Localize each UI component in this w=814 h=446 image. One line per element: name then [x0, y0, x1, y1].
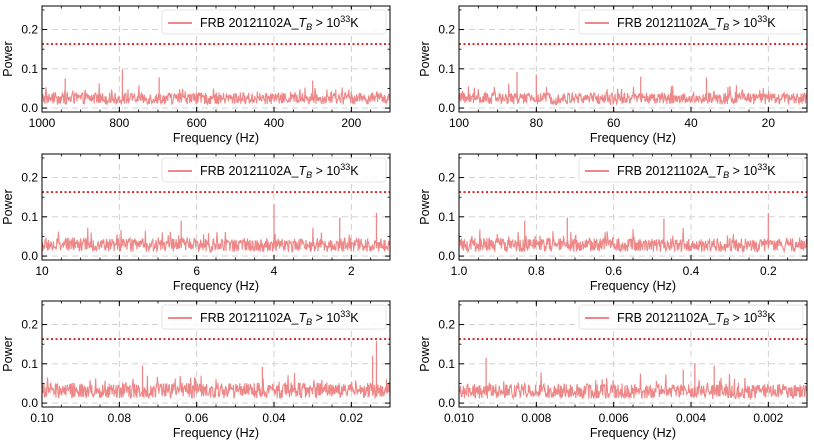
y-axis-label: Power: [1, 41, 15, 76]
power-series: [459, 372, 807, 401]
x-tick-label: 4: [271, 264, 278, 278]
y-tick-label: 0.2: [438, 171, 455, 185]
legend-box: [578, 304, 804, 330]
x-tick-label: 0.04: [262, 411, 286, 425]
x-tick-label: 2: [348, 264, 355, 278]
legend-box: [161, 157, 387, 183]
legend-label: FRB 20121102A_TB > 1033K: [200, 309, 359, 327]
legend: FRB 20121102A_TB > 1033K: [161, 304, 387, 330]
legend-label: FRB 20121102A_TB > 1033K: [200, 162, 359, 180]
x-tick-label: 80: [530, 116, 544, 130]
power-series: [42, 227, 390, 254]
panel-4: 1.0 0.8 0.6 0.4 0.2 0.0 0.1 0.2 Frequency (Hz) Po…: [418, 153, 808, 293]
x-tick-label: 1000: [29, 116, 56, 130]
x-tick-label: 0.6: [605, 264, 622, 278]
x-tick-label: 60: [607, 116, 621, 130]
legend-label: FRB 20121102A_TB > 1033K: [617, 162, 776, 180]
y-tick-label: 0.2: [438, 318, 455, 332]
panel-2: 100 80 60 40 20 0.0 0.1 0.2 Frequency (Hz) Power F…: [418, 5, 808, 145]
panel-5: 0.10 0.08 0.06 0.04 0.02 0.0 0.1 0.2 Frequency (…: [1, 300, 391, 440]
x-tick-label: 0.8: [528, 264, 545, 278]
y-axis-label: Power: [418, 41, 432, 76]
legend: FRB 20121102A_TB > 1033K: [161, 157, 387, 183]
x-tick-label: 10: [35, 264, 49, 278]
panel-6: 0.010 0.008 0.006 0.004 0.002 0.0 0.1 0.2 Freque…: [418, 300, 808, 440]
x-tick-label: 1.0: [451, 264, 468, 278]
x-tick-label: 0.008: [521, 411, 551, 425]
legend-box: [578, 157, 804, 183]
legend-label: FRB 20121102A_TB > 1033K: [617, 309, 776, 327]
panel-3: 10 8 6 4 2 0.0 0.1 0.2 Frequency (Hz) Power FRB 20…: [1, 153, 391, 293]
power-series: [459, 228, 807, 254]
x-tick-label: 0.02: [340, 411, 364, 425]
y-tick-label: 0.1: [438, 357, 455, 371]
y-tick-label: 0.0: [21, 396, 38, 410]
y-tick-label: 0.1: [21, 210, 38, 224]
x-axis-label: Frequency (Hz): [173, 131, 259, 145]
legend-label: FRB 20121102A_TB > 1033K: [200, 14, 359, 32]
x-tick-label: 0.010: [444, 411, 474, 425]
x-tick-label: 0.06: [185, 411, 209, 425]
x-axis-label: Frequency (Hz): [590, 131, 676, 145]
legend-box: [161, 304, 387, 330]
power-series: [42, 372, 390, 400]
y-tick-label: 0.2: [21, 171, 38, 185]
x-axis-label: Frequency (Hz): [590, 279, 676, 293]
x-tick-label: 400: [264, 116, 284, 130]
x-tick-label: 6: [193, 264, 200, 278]
x-tick-label: 100: [449, 116, 469, 130]
legend: FRB 20121102A_TB > 1033K: [578, 157, 804, 183]
x-tick-label: 8: [116, 264, 123, 278]
x-tick-label: 0.006: [599, 411, 629, 425]
x-axis-label: Frequency (Hz): [173, 279, 259, 293]
panel-1: 1000 800 600 400 200 0.0 0.1 0.2 Frequency (Hz) P…: [1, 5, 391, 145]
x-axis-label: Frequency (Hz): [173, 426, 259, 440]
x-tick-label: 0.08: [108, 411, 132, 425]
y-tick-label: 0.0: [438, 396, 455, 410]
legend: FRB 20121102A_TB > 1033K: [578, 304, 804, 330]
x-tick-label: 0.004: [676, 411, 706, 425]
y-tick-label: 0.2: [438, 23, 455, 37]
power-series: [459, 83, 807, 106]
x-axis-label: Frequency (Hz): [590, 426, 676, 440]
y-tick-label: 0.0: [438, 249, 455, 263]
x-tick-label: 800: [109, 116, 129, 130]
legend: FRB 20121102A_TB > 1033K: [161, 9, 387, 35]
y-axis-label: Power: [1, 189, 15, 224]
x-tick-label: 0.4: [683, 264, 700, 278]
y-tick-label: 0.1: [21, 62, 38, 76]
y-axis-label: Power: [1, 336, 15, 371]
legend: FRB 20121102A_TB > 1033K: [578, 9, 804, 35]
x-tick-label: 600: [187, 116, 207, 130]
y-tick-label: 0.0: [438, 101, 455, 115]
y-tick-label: 0.2: [21, 23, 38, 37]
x-tick-label: 0.2: [760, 264, 777, 278]
legend-label: FRB 20121102A_TB > 1033K: [617, 14, 776, 32]
y-axis-label: Power: [418, 336, 432, 371]
y-axis-label: Power: [418, 189, 432, 224]
y-tick-label: 0.2: [21, 318, 38, 332]
x-tick-label: 20: [762, 116, 776, 130]
y-tick-label: 0.1: [21, 357, 38, 371]
legend-box: [578, 9, 804, 35]
y-tick-label: 0.0: [21, 101, 38, 115]
x-tick-label: 40: [684, 116, 698, 130]
x-tick-label: 0.10: [30, 411, 54, 425]
legend-box: [161, 9, 387, 35]
power-series: [42, 83, 390, 106]
y-tick-label: 0.1: [438, 62, 455, 76]
y-tick-label: 0.0: [21, 249, 38, 263]
x-tick-label: 200: [341, 116, 361, 130]
y-tick-label: 0.1: [438, 210, 455, 224]
x-tick-label: 0.002: [753, 411, 783, 425]
